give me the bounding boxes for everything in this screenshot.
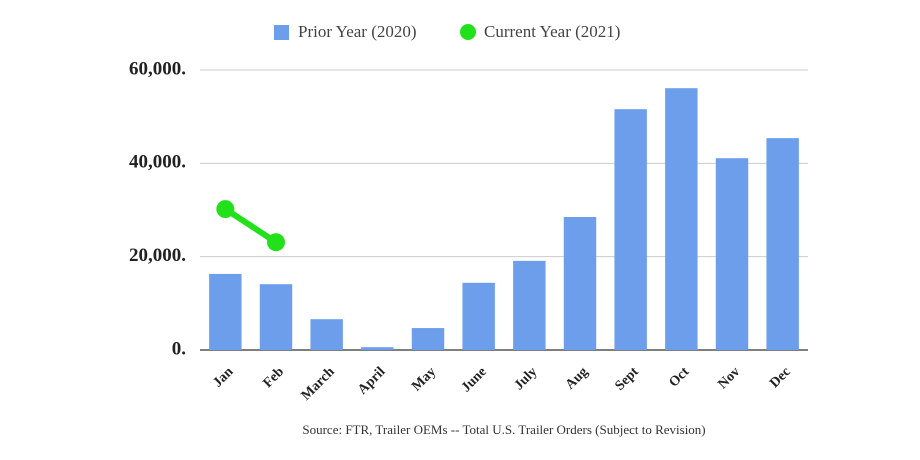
x-tick-label: May (409, 364, 439, 394)
bar (310, 319, 343, 350)
legend-marker (274, 25, 289, 40)
y-tick-label: 40,000. (129, 152, 186, 173)
bar (614, 109, 647, 350)
legend-marker (460, 24, 476, 40)
bar (665, 88, 698, 350)
bar (361, 347, 394, 350)
legend-label: Prior Year (2020) (298, 22, 417, 41)
line-point (216, 200, 235, 219)
x-tick-label: Oct (666, 364, 692, 390)
line-point (267, 233, 285, 252)
x-tick-label: Nov (715, 364, 743, 392)
x-tick-label: July (512, 364, 541, 393)
bar (766, 138, 799, 350)
y-tick-label: 0. (172, 338, 186, 359)
bar (411, 328, 445, 350)
y-tick-label: 60,000. (129, 58, 186, 79)
bar (563, 217, 597, 350)
bar (259, 284, 293, 350)
y-tick-label: 20,000. (129, 245, 186, 266)
bar (513, 260, 546, 350)
bar (715, 158, 749, 350)
x-tick-label: June (459, 364, 490, 395)
x-tick-label: Sept (612, 364, 642, 394)
bar (209, 273, 242, 350)
x-tick-label: April (355, 364, 388, 397)
source-note: Source: FTR, Trailer OEMs -- Total U.S. … (302, 422, 705, 437)
x-tick-label: Jan (210, 364, 236, 390)
legend-label: Current Year (2021) (484, 22, 620, 41)
x-tick-label: March (299, 364, 338, 403)
x-tick-label: Dec (767, 364, 794, 391)
x-tick-label: Aug (563, 364, 591, 392)
line (223, 206, 278, 245)
x-tick-label: Feb (261, 364, 288, 391)
bar (462, 282, 495, 350)
